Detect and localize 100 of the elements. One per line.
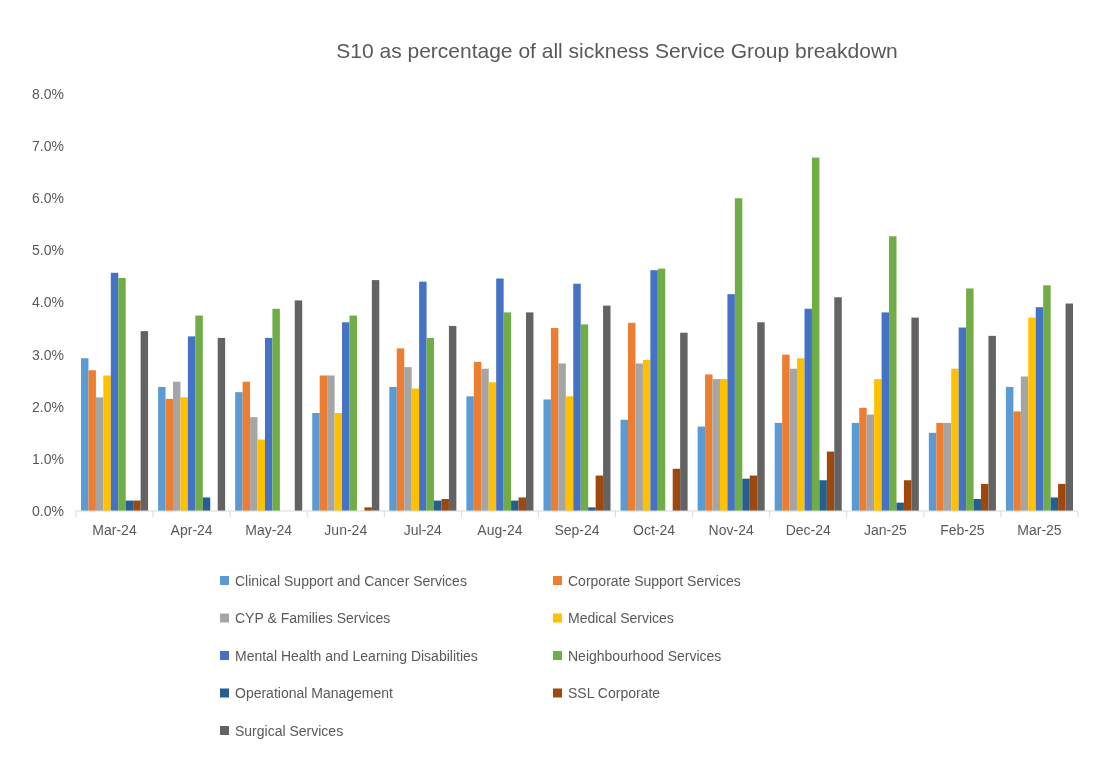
bar bbox=[264, 337, 273, 511]
bar bbox=[1020, 376, 1029, 511]
legend-label: CYP & Families Services bbox=[235, 610, 391, 627]
bar bbox=[834, 297, 842, 511]
bar bbox=[217, 337, 226, 511]
bar bbox=[1035, 307, 1044, 511]
bar bbox=[826, 451, 835, 511]
legend-label: Medical Services bbox=[568, 610, 674, 627]
bar bbox=[697, 426, 706, 511]
y-tick-label: 6.0% bbox=[32, 190, 64, 207]
bar bbox=[272, 308, 280, 511]
bar bbox=[441, 499, 449, 511]
bar bbox=[928, 432, 937, 511]
bar bbox=[319, 375, 328, 511]
bar bbox=[118, 278, 126, 511]
bar bbox=[1043, 285, 1051, 511]
bar bbox=[466, 396, 474, 511]
bar bbox=[757, 322, 765, 511]
bar bbox=[889, 236, 897, 511]
bar bbox=[811, 157, 820, 511]
bar bbox=[595, 475, 604, 511]
bar bbox=[943, 422, 952, 511]
bar bbox=[650, 270, 658, 511]
bar bbox=[789, 368, 798, 511]
bar bbox=[349, 315, 357, 511]
legend-label: Mental Health and Learning Disabilities bbox=[235, 647, 478, 664]
bar bbox=[88, 370, 96, 511]
bar bbox=[988, 335, 996, 511]
x-tick-label: Feb-25 bbox=[940, 522, 985, 538]
bar bbox=[511, 500, 519, 511]
x-tick-label: Sep-24 bbox=[554, 522, 600, 538]
bar bbox=[1058, 483, 1066, 511]
legend-label: SSL Corporate bbox=[568, 685, 661, 702]
bar bbox=[782, 354, 790, 511]
bar bbox=[642, 359, 651, 511]
bar bbox=[881, 312, 890, 511]
bar bbox=[496, 278, 504, 511]
bar bbox=[187, 336, 196, 511]
bar bbox=[705, 374, 713, 511]
bar bbox=[635, 363, 643, 511]
bar bbox=[250, 417, 258, 511]
bar bbox=[951, 368, 959, 511]
bar bbox=[103, 375, 111, 511]
x-tick-label: Jun-24 bbox=[324, 522, 368, 538]
legend-label: Operational Management bbox=[235, 685, 394, 702]
x-tick-label: Dec-24 bbox=[785, 522, 832, 538]
x-tick-label: May-24 bbox=[245, 522, 293, 538]
bar bbox=[774, 422, 783, 511]
bar bbox=[603, 305, 611, 511]
bar bbox=[866, 414, 875, 511]
x-tick-label: Jan-25 bbox=[863, 522, 907, 538]
bar bbox=[371, 280, 380, 511]
bar bbox=[411, 388, 420, 511]
y-tick-label: 2.0% bbox=[32, 398, 64, 415]
bar bbox=[342, 322, 350, 511]
bar bbox=[312, 413, 320, 511]
y-tick-label: 1.0% bbox=[32, 450, 64, 467]
bar bbox=[903, 480, 912, 511]
bar bbox=[558, 363, 566, 511]
bar bbox=[573, 283, 581, 511]
bar bbox=[133, 500, 141, 511]
bar bbox=[657, 268, 666, 511]
bar bbox=[518, 497, 526, 511]
bar bbox=[419, 281, 427, 511]
y-tick-label: 8.0% bbox=[32, 85, 64, 102]
bar bbox=[473, 361, 482, 511]
bar bbox=[727, 294, 735, 511]
bar bbox=[426, 337, 435, 511]
bar bbox=[896, 502, 904, 511]
bar bbox=[565, 396, 574, 511]
bar bbox=[958, 327, 967, 511]
bar bbox=[81, 358, 89, 511]
legend-label: Corporate Support Services bbox=[568, 572, 741, 589]
y-tick-label: 4.0% bbox=[32, 294, 64, 311]
bar bbox=[749, 475, 758, 511]
y-tick-label: 3.0% bbox=[32, 346, 64, 363]
bar bbox=[257, 439, 265, 511]
bar bbox=[620, 419, 628, 511]
legend-label: Clinical Support and Cancer Services bbox=[235, 572, 467, 589]
bar bbox=[404, 367, 412, 511]
bar bbox=[242, 381, 251, 511]
bar bbox=[488, 382, 497, 511]
bar bbox=[981, 483, 989, 511]
bar bbox=[180, 397, 188, 511]
bar bbox=[819, 480, 827, 511]
bar bbox=[110, 272, 119, 511]
bar bbox=[742, 478, 750, 511]
x-tick-label: Mar-24 bbox=[92, 522, 137, 538]
y-tick-label: 0.0% bbox=[32, 502, 64, 519]
bar bbox=[172, 381, 181, 511]
bar bbox=[874, 379, 882, 511]
bar bbox=[628, 322, 636, 511]
legend-label: Neighbourhood Services bbox=[568, 647, 722, 664]
bar bbox=[1065, 303, 1073, 511]
bar bbox=[1005, 386, 1014, 511]
y-tick-label: 5.0% bbox=[32, 242, 64, 259]
bar bbox=[936, 422, 944, 511]
bar bbox=[1050, 497, 1059, 511]
bar bbox=[911, 317, 919, 511]
bar bbox=[851, 422, 860, 511]
